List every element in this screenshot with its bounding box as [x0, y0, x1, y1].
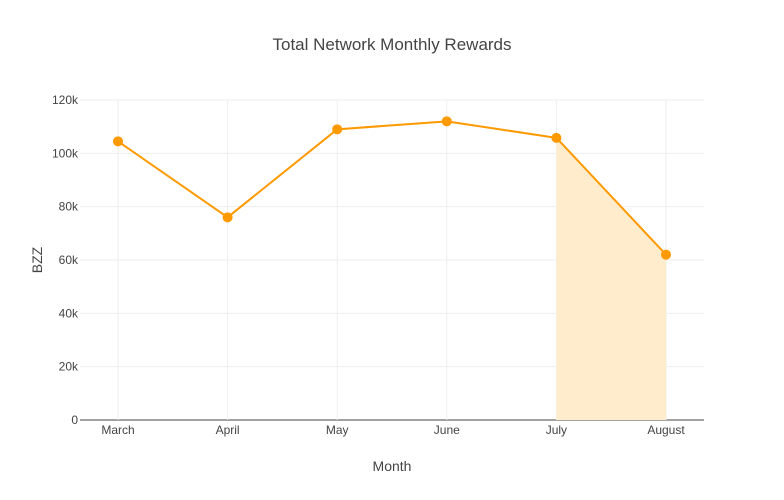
series-line: [117, 120, 667, 256]
x-axis-ticks: March April May June July August: [101, 423, 685, 437]
data-point[interactable]: [113, 136, 123, 147]
x-tick-label: June: [434, 423, 460, 437]
x-tick-label: March: [101, 423, 134, 437]
x-tick-label: April: [216, 423, 240, 437]
y-tick-label: 60k: [59, 253, 79, 267]
chart-title: Total Network Monthly Rewards: [272, 35, 511, 54]
highlight-area: [556, 137, 666, 420]
data-points: [113, 116, 671, 260]
x-tick-label: August: [647, 423, 685, 437]
x-tick-label: July: [546, 423, 567, 437]
data-point[interactable]: [551, 132, 562, 143]
y-axis-ticks: 0 20k 40k 60k 80k 100k 120k: [52, 93, 79, 427]
data-point[interactable]: [222, 212, 233, 223]
data-point[interactable]: [332, 124, 343, 135]
y-axis-title: BZZ: [29, 246, 45, 273]
data-point[interactable]: [441, 116, 452, 127]
y-tick-label: 100k: [52, 146, 79, 160]
x-axis-title: Month: [373, 458, 412, 474]
x-tick-label: May: [326, 423, 349, 437]
y-tick-label: 0: [71, 413, 78, 427]
y-tick-label: 80k: [59, 200, 79, 214]
y-tick-label: 20k: [59, 360, 79, 374]
y-tick-label: 40k: [59, 306, 79, 320]
y-tick-label: 120k: [52, 93, 79, 107]
data-point[interactable]: [661, 249, 671, 260]
highlight-fill: [556, 137, 666, 420]
series-line-layer: [117, 120, 667, 256]
